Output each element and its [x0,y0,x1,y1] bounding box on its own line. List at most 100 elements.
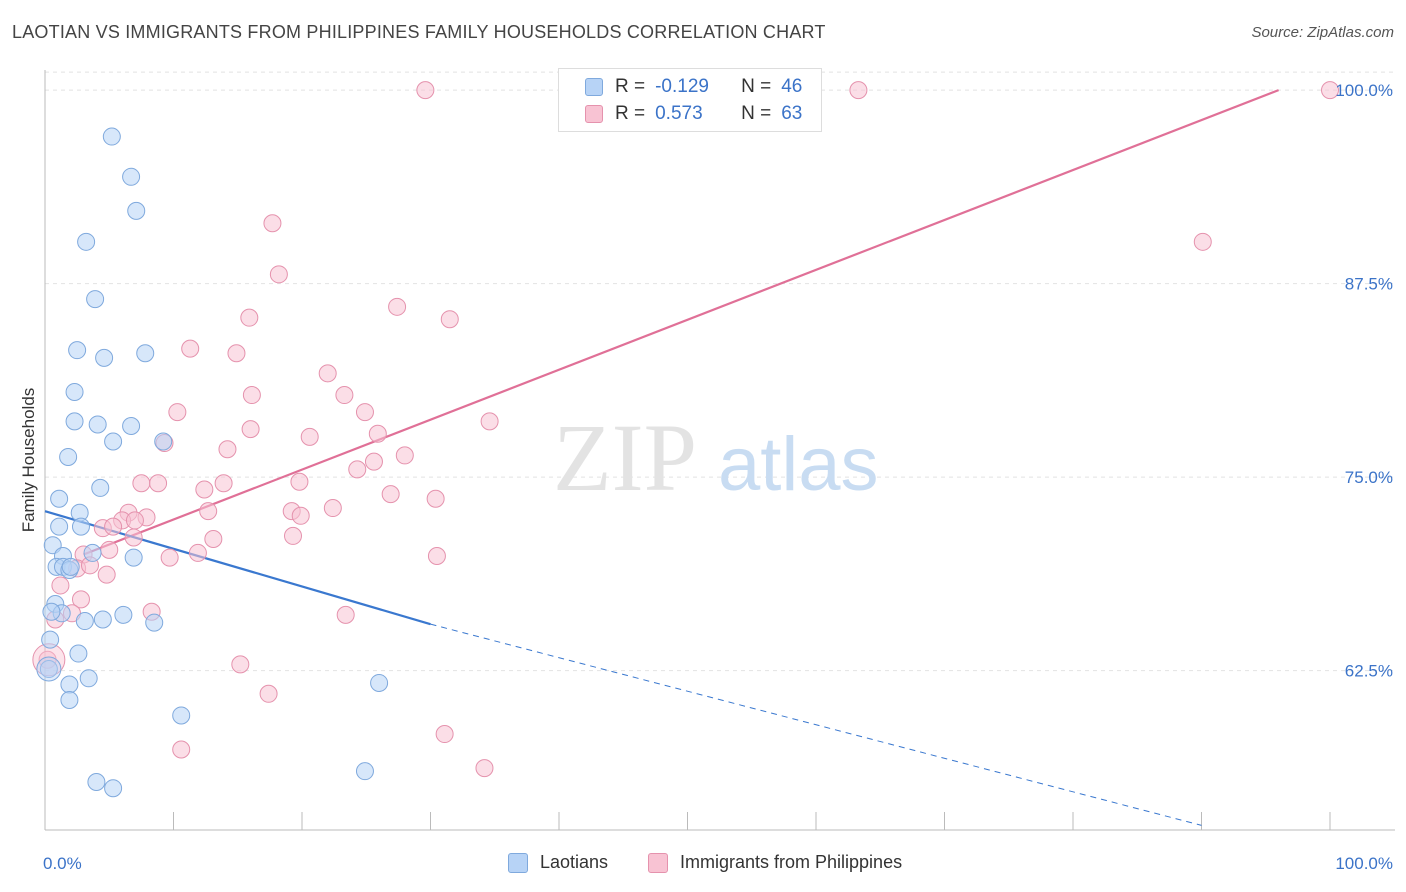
point-philippines [291,506,310,525]
series-legend: Laotians Immigrants from Philippines [0,852,1406,878]
r-label: R = [615,76,646,97]
point-philippines [168,403,187,422]
point-laotians [145,613,164,632]
point-laotians [65,412,84,431]
point-laotians [68,341,87,360]
y-tick-label: 75.0% [1345,468,1393,487]
point-philippines [269,265,288,284]
trend-line-laotians-extension [430,623,1202,826]
point-philippines [199,502,218,521]
point-laotians [88,415,107,434]
legend-item-philippines[interactable]: Immigrants from Philippines [648,852,902,873]
point-philippines [284,526,303,545]
point-laotians [93,610,112,629]
chart-title: LAOTIAN VS IMMIGRANTS FROM PHILIPPINES F… [12,22,826,42]
point-philippines [348,460,367,479]
point-philippines [97,565,116,584]
axis-labels: 100.0% 87.5% 75.0% 62.5% 0.0% 100.0% Family Ho… [19,81,1393,873]
point-philippines [100,540,119,559]
point-laotians [83,543,102,562]
r-label: R = [615,103,646,124]
watermark-atlas: atlas [718,422,879,507]
point-philippines [435,725,454,744]
point-laotians [41,630,60,649]
point-laotians [154,432,173,451]
point-laotians [75,612,94,631]
point-philippines [1321,81,1339,100]
point-philippines [204,530,223,549]
point-laotians [91,478,110,497]
n-label: N = [741,103,772,124]
point-philippines [160,548,179,567]
axes [44,70,1395,831]
point-laotians [127,201,146,220]
point-philippines [480,412,499,431]
r-value-philippines: 0.573 [655,103,703,124]
point-philippines [318,364,337,383]
point-laotians [50,489,69,508]
point-laotians [79,669,98,688]
watermark-zip: ZIP [553,404,697,511]
point-laotians [59,447,78,466]
point-philippines [218,440,237,459]
trend-line-philippines [83,89,1279,556]
point-philippines [355,403,374,422]
point-philippines [416,81,435,100]
point-laotians [172,706,191,725]
point-laotians [95,348,114,367]
point-philippines [227,344,246,363]
point-philippines [51,576,70,595]
point-laotians [71,517,90,536]
legend-item-laotians[interactable]: Laotians [508,852,608,873]
watermark: ZIP atlas [553,404,879,511]
point-philippines [335,386,354,405]
point-laotians [124,548,143,567]
n-label: N = [741,76,772,97]
point-laotians [102,127,121,146]
point-laotians-large [36,656,62,682]
point-philippines [124,528,143,547]
point-philippines [181,339,200,358]
point-philippines [300,427,319,446]
point-laotians [355,762,374,781]
point-philippines [240,308,259,327]
point-laotians [114,605,133,624]
point-laotians [65,382,84,401]
stats-legend: R = -0.129 N = 46 R = 0.573 N = 63 [558,68,822,132]
y-axis-title: Family Households [19,388,38,533]
point-philippines [188,543,207,562]
point-philippines [427,547,446,566]
point-laotians [370,673,389,692]
point-philippines [336,605,355,624]
r-value-laotians: -0.129 [655,76,709,97]
point-philippines [475,759,494,778]
point-philippines [231,655,250,674]
point-laotians [136,344,155,363]
point-philippines [388,297,407,316]
point-philippines [195,480,214,499]
point-philippines [125,511,144,530]
n-value-laotians: 46 [781,76,803,97]
series-laotians-points [36,127,389,798]
point-philippines [1193,232,1212,251]
point-philippines [214,474,233,493]
point-philippines [849,81,868,100]
point-laotians [104,779,123,798]
source-label: Source: ZipAtlas.com [1251,24,1394,41]
legend-swatch-blue [508,852,528,873]
point-philippines [149,474,168,493]
point-laotians [60,675,79,694]
point-philippines [104,517,123,536]
point-philippines [259,684,278,703]
point-philippines [71,590,90,609]
point-philippines [241,420,260,439]
n-value-philippines: 63 [781,103,803,124]
legend-swatch-blue [585,78,603,96]
point-philippines [242,386,261,405]
legend-label-laotians: Laotians [540,852,609,872]
legend-row-philippines: R = 0.573 N = 63 [585,102,802,126]
legend-swatch-pink [585,105,603,123]
point-laotians [69,644,88,663]
point-laotians [86,290,105,309]
